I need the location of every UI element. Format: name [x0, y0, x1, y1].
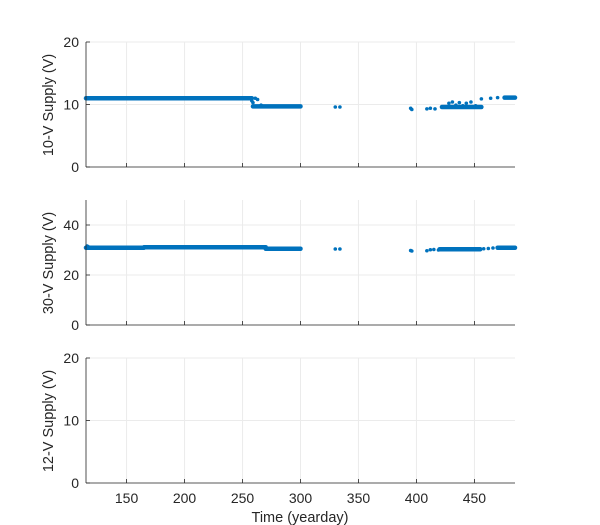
y-axis-label-12v: 12-V Supply (V): [41, 370, 57, 472]
data-point: [428, 106, 433, 111]
data-point: [428, 247, 433, 252]
subplot-30v-supply: 0 20 40 30-V Supply (V): [41, 200, 518, 333]
data-point: [454, 103, 458, 107]
data-point: [473, 103, 478, 108]
data-point: [469, 100, 473, 104]
data-point: [479, 97, 484, 101]
subplot-10v-supply: 0 10 20 10-V Supply (V): [41, 34, 518, 175]
y-axis-label-30v: 30-V Supply (V): [41, 212, 57, 314]
y-tick-label: 10: [63, 97, 79, 113]
y-axis-label-10v: 10-V Supply (V): [41, 54, 57, 156]
y-tick-label: 20: [63, 34, 79, 50]
y-tick-label: 40: [63, 217, 79, 233]
data-point: [338, 105, 342, 109]
x-tick-label: 150: [115, 490, 139, 506]
data-point: [425, 248, 429, 253]
data-point: [491, 246, 495, 250]
data-point: [410, 107, 414, 112]
data-point: [481, 246, 486, 251]
data-point: [259, 103, 263, 107]
data-point: [333, 105, 338, 109]
x-tick-label: 250: [231, 490, 255, 506]
data-point: [464, 101, 469, 106]
data-point: [461, 103, 465, 108]
data-point: [450, 100, 455, 104]
data-point: [436, 248, 441, 252]
y-tick-label: 20: [63, 267, 79, 283]
y-tick-label: 0: [71, 317, 79, 333]
data-point: [433, 107, 437, 111]
x-tick-label: 300: [289, 490, 313, 506]
y-tick-label: 10: [63, 413, 79, 429]
data-point: [425, 107, 429, 111]
data-point: [410, 249, 414, 253]
y-tick-label: 0: [71, 159, 79, 175]
y-tick-label: 0: [71, 475, 79, 491]
data-point: [86, 244, 91, 249]
data-point: [255, 97, 260, 102]
subplot-12v-supply: 150 200 250 300 350 400 450 0 10 20 12-V Supply (…: [41, 350, 515, 525]
data-point: [457, 100, 462, 105]
data-point: [488, 96, 493, 101]
data-point: [338, 247, 342, 251]
x-tick-label: 200: [173, 490, 197, 506]
x-tick-label: 450: [463, 490, 487, 506]
x-tick-label: 350: [347, 490, 371, 506]
data-point: [251, 100, 255, 105]
data-point: [486, 246, 491, 251]
y-tick-label: 20: [63, 350, 79, 366]
data-point: [432, 247, 436, 252]
data-point: [333, 247, 338, 251]
data-point: [447, 101, 451, 106]
data-point: [495, 95, 500, 100]
x-tick-label: 400: [405, 490, 429, 506]
x-axis-label: Time (yearday): [252, 510, 349, 525]
